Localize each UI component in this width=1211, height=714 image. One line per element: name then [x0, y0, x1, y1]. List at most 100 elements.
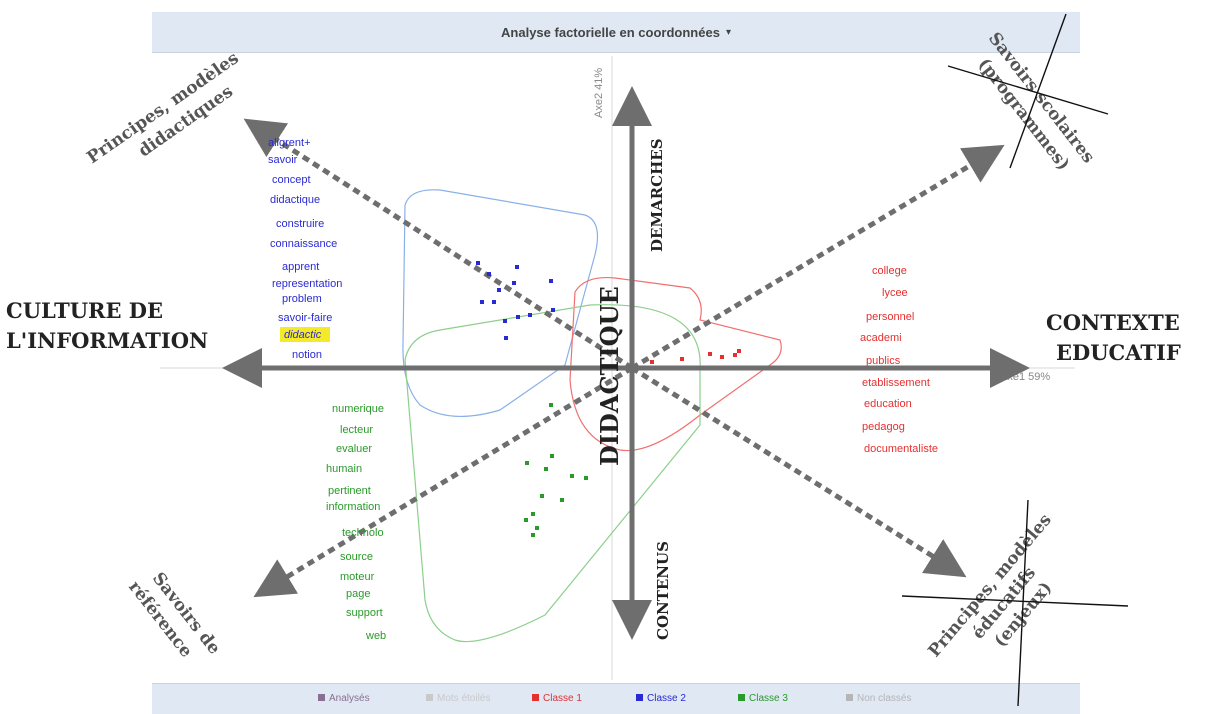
word-label: numerique [332, 403, 384, 415]
arrow-savoirs-reference [253, 365, 634, 598]
classe1-hull [569, 276, 782, 452]
word-label: lycee [882, 287, 908, 299]
word-label: didactic [284, 329, 322, 341]
arrow-savoirs-scolaires [630, 144, 1005, 371]
word-label: concept [272, 174, 311, 186]
word-label: support [346, 607, 383, 619]
legend-swatch [636, 694, 643, 701]
word-label: savoir [268, 154, 298, 166]
legend-bar [152, 683, 1080, 714]
word-label: evaluer [336, 443, 372, 455]
classe3-point [525, 461, 529, 465]
word-label: education [864, 398, 912, 410]
word-label: pertinent [328, 485, 371, 497]
legend-label[interactable]: Non classés [857, 693, 911, 704]
annotation-culture-line2: L'INFORMATION [6, 328, 208, 353]
word-label: pedagog [862, 421, 905, 433]
classe3-words: numerique lecteur evaluer humain pertinent in… [326, 403, 386, 642]
classe1-point [737, 349, 741, 353]
strike-cross-bottom-right-b [1017, 499, 1029, 707]
word-label: notion [292, 349, 322, 361]
classe2-point [504, 336, 508, 340]
word-label: apprent [282, 261, 319, 273]
classe3-point [584, 476, 588, 480]
legend-swatch [532, 694, 539, 701]
word-label: construire [276, 218, 324, 230]
classe1-point [650, 360, 654, 364]
chart-header[interactable]: Analyse factorielle en coordonnées ▾ [152, 12, 1080, 53]
annotation-demarches: DEMARCHES [648, 138, 666, 252]
strike-cross-bottom-right-a [901, 595, 1129, 607]
classe2-point [549, 279, 553, 283]
classe1-point [680, 357, 684, 361]
word-label: technolo [342, 527, 384, 539]
word-label: moteur [340, 571, 375, 583]
word-highlight [280, 327, 330, 342]
classe3-point [531, 533, 535, 537]
classe2-words: aligrent+ savoir concept didactique construi… [268, 137, 342, 361]
plot-area [152, 12, 1080, 712]
classe2-point [476, 261, 480, 265]
classe2-point [528, 313, 532, 317]
arrow-principes-didactiques [243, 118, 634, 371]
word-label: academi [860, 332, 902, 344]
legend-swatch [426, 694, 433, 701]
legend-swatch [846, 694, 853, 701]
classe2-hull [402, 189, 599, 417]
word-label: information [326, 501, 380, 513]
classe1-words: college lycee personnel academi publics etabl… [860, 265, 938, 455]
classe2-points [476, 261, 555, 340]
annotation-culture-line1: CULTURE DE [6, 298, 163, 323]
word-label: college [872, 265, 907, 277]
annotation-contenus: CONTENUS [654, 541, 672, 640]
classe2-point [551, 308, 555, 312]
legend-swatch [738, 694, 745, 701]
legend-swatch [318, 694, 325, 701]
classe2-point [516, 315, 520, 319]
word-label: aligrent+ [268, 137, 311, 149]
word-label: representation [272, 278, 342, 290]
classe2-point [515, 265, 519, 269]
axis-2-label: Axe2 41% [593, 68, 605, 118]
classe1-point [720, 355, 724, 359]
classe2-point [503, 319, 507, 323]
legend-label[interactable]: Mots étoilés [437, 693, 490, 704]
classe2-point [497, 288, 501, 292]
classe1-point [733, 353, 737, 357]
word-label: connaissance [270, 238, 337, 250]
dropdown-caret-icon[interactable]: ▾ [725, 26, 731, 38]
classe3-point [560, 498, 564, 502]
classe1-point [708, 352, 712, 356]
classe3-point [550, 454, 554, 458]
legend-label[interactable]: Classe 1 [543, 693, 582, 704]
annotation-savoirs-reference: Savoirs de référence [124, 569, 224, 662]
word-label: problem [282, 293, 322, 305]
word-label: lecteur [340, 424, 373, 436]
classe2-point [480, 300, 484, 304]
arrow-principes-educatifs [630, 365, 967, 578]
word-label: documentaliste [864, 443, 938, 455]
word-label: etablissement [862, 377, 930, 389]
strike-cross-top-right-b [1009, 13, 1067, 169]
annotation-principes-didactiques: Principes, modèles didactiques [83, 48, 242, 168]
word-label: personnel [866, 311, 914, 323]
annotation-contexte-line1: CONTEXTE [1046, 310, 1180, 335]
classe3-point [524, 518, 528, 522]
classe2-point [487, 272, 491, 276]
classe3-point [531, 512, 535, 516]
annotation-principes-educatifs: Principes, modèles éducatifs (enjeux) [925, 510, 1057, 661]
word-label: humain [326, 463, 362, 475]
axis-1-label: Axe1 59% [1000, 371, 1050, 383]
classe3-point [544, 467, 548, 471]
chart-title: Analyse factorielle en coordonnées [501, 24, 720, 40]
word-label: publics [866, 355, 901, 367]
classe3-points [524, 403, 588, 537]
legend-label[interactable]: Classe 2 [647, 693, 686, 704]
classe3-point [570, 474, 574, 478]
chart-legend: Analysés Mots étoilés Classe 1 Classe 2 Clas… [318, 693, 911, 704]
classe3-point [535, 526, 539, 530]
legend-label[interactable]: Classe 3 [749, 693, 788, 704]
word-label: savoir-faire [278, 312, 332, 324]
strike-cross-top-right-a [947, 65, 1109, 115]
legend-label[interactable]: Analysés [329, 693, 370, 704]
